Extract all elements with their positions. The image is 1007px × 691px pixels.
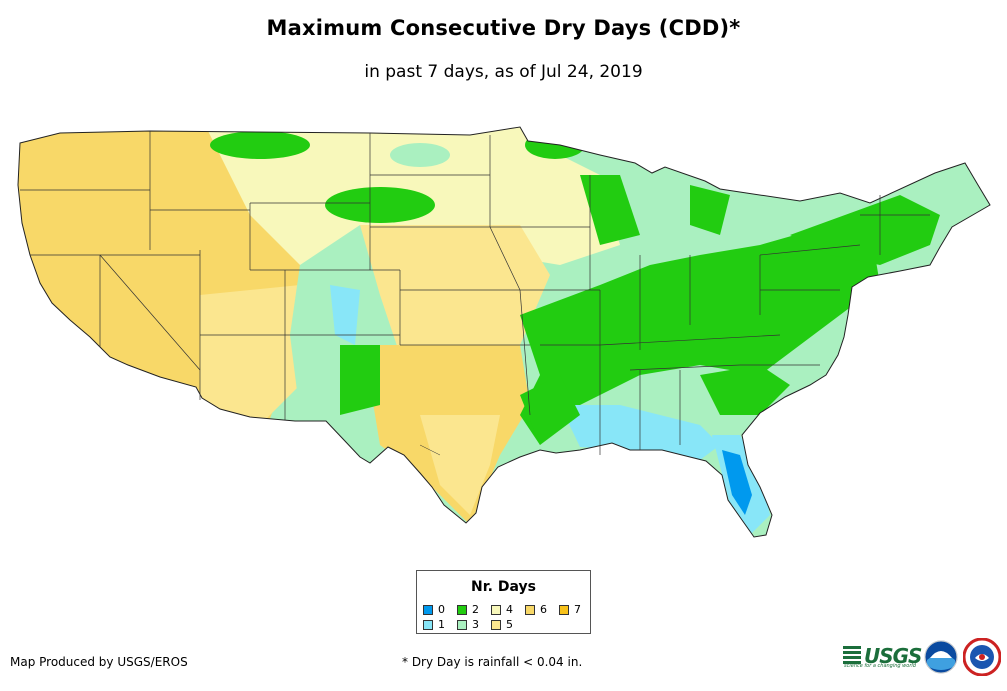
legend-title: Nr. Days xyxy=(471,579,536,595)
usgs-logo-text: USGS xyxy=(864,644,922,668)
legend-label: 5 xyxy=(506,618,513,631)
legend-label: 4 xyxy=(506,603,513,616)
map-title: Maximum Consecutive Dry Days (CDD)* xyxy=(266,16,741,40)
noaa-logo-icon xyxy=(924,640,958,674)
legend-label: 3 xyxy=(472,618,479,631)
legend-item-7: 7 xyxy=(559,603,581,616)
legend-swatch xyxy=(559,604,569,615)
map-subtitle: in past 7 days, as of Jul 24, 2019 xyxy=(364,62,643,82)
legend-label: 0 xyxy=(438,603,445,616)
legend-item-3: 3 xyxy=(457,618,479,631)
map-credit: Map Produced by USGS/EROS xyxy=(10,655,188,669)
conus-dry-days-map xyxy=(17,126,991,538)
dry-day-footnote: * Dry Day is rainfall < 0.04 in. xyxy=(402,655,583,669)
legend-label: 6 xyxy=(540,603,547,616)
legend-label: 2 xyxy=(472,603,479,616)
nws-logo-icon xyxy=(963,638,1001,676)
legend-swatch xyxy=(525,604,535,615)
legend-label: 1 xyxy=(438,618,445,631)
legend-item-0: 0 xyxy=(423,603,445,616)
legend-swatch xyxy=(423,604,433,615)
usgs-wave-icon xyxy=(843,646,861,666)
usgs-logo: USGS xyxy=(843,641,922,671)
legend-item-2: 2 xyxy=(457,603,479,616)
legend-swatch xyxy=(491,619,501,630)
legend-swatch xyxy=(457,604,467,615)
legend-item-5: 5 xyxy=(491,618,513,631)
legend-label: 7 xyxy=(574,603,581,616)
legend-item-6: 6 xyxy=(525,603,547,616)
legend-item-1: 1 xyxy=(423,618,445,631)
legend-swatch xyxy=(491,604,501,615)
legend: Nr. Days 0 1 2 3 4 5 6 7 xyxy=(416,570,591,634)
usgs-tagline: science for a changing world xyxy=(844,663,916,669)
legend-swatch xyxy=(457,619,467,630)
state-borders xyxy=(20,131,930,455)
legend-item-4: 4 xyxy=(491,603,513,616)
legend-swatch xyxy=(423,619,433,630)
